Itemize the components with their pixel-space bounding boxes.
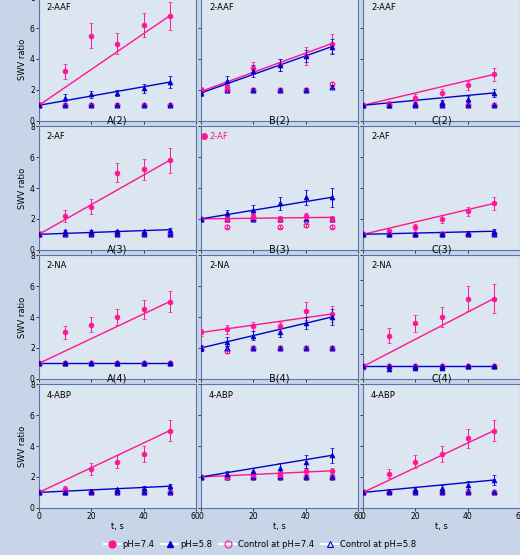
Text: 2-AAF: 2-AAF: [371, 3, 396, 12]
Text: 2-AF: 2-AF: [371, 133, 389, 142]
Legend: pH=7.4, pH=5.8, Control at pH=7.4, Control at pH=5.8: pH=7.4, pH=5.8, Control at pH=7.4, Contr…: [102, 538, 418, 551]
Y-axis label: SWV ratio: SWV ratio: [18, 426, 27, 467]
Title: A(3): A(3): [107, 245, 127, 255]
Title: A(4): A(4): [107, 374, 127, 384]
Text: 2-AF: 2-AF: [47, 133, 66, 142]
Title: C(2): C(2): [431, 115, 452, 125]
Text: 4-ABP: 4-ABP: [47, 391, 72, 400]
X-axis label: t, s: t, s: [111, 522, 124, 531]
Y-axis label: SWV ratio: SWV ratio: [18, 296, 27, 337]
Text: 2-AAF: 2-AAF: [209, 3, 233, 12]
Text: 2-NA: 2-NA: [371, 261, 392, 270]
Title: B(4): B(4): [269, 374, 290, 384]
Title: A(2): A(2): [107, 115, 128, 125]
Text: 2-NA: 2-NA: [209, 261, 229, 270]
Title: C(4): C(4): [431, 374, 452, 384]
Title: B(2): B(2): [269, 115, 290, 125]
Title: B(3): B(3): [269, 245, 290, 255]
Y-axis label: SWV ratio: SWV ratio: [18, 168, 27, 209]
Title: C(3): C(3): [431, 245, 452, 255]
Text: 2-NA: 2-NA: [47, 261, 67, 270]
X-axis label: t, s: t, s: [273, 522, 286, 531]
Text: 2-AF: 2-AF: [209, 133, 228, 142]
Text: 2-AAF: 2-AAF: [47, 3, 72, 12]
Text: 4-ABP: 4-ABP: [209, 391, 234, 400]
Text: 4-ABP: 4-ABP: [371, 391, 396, 400]
X-axis label: t, s: t, s: [435, 522, 448, 531]
Y-axis label: SWV ratio: SWV ratio: [18, 38, 27, 79]
